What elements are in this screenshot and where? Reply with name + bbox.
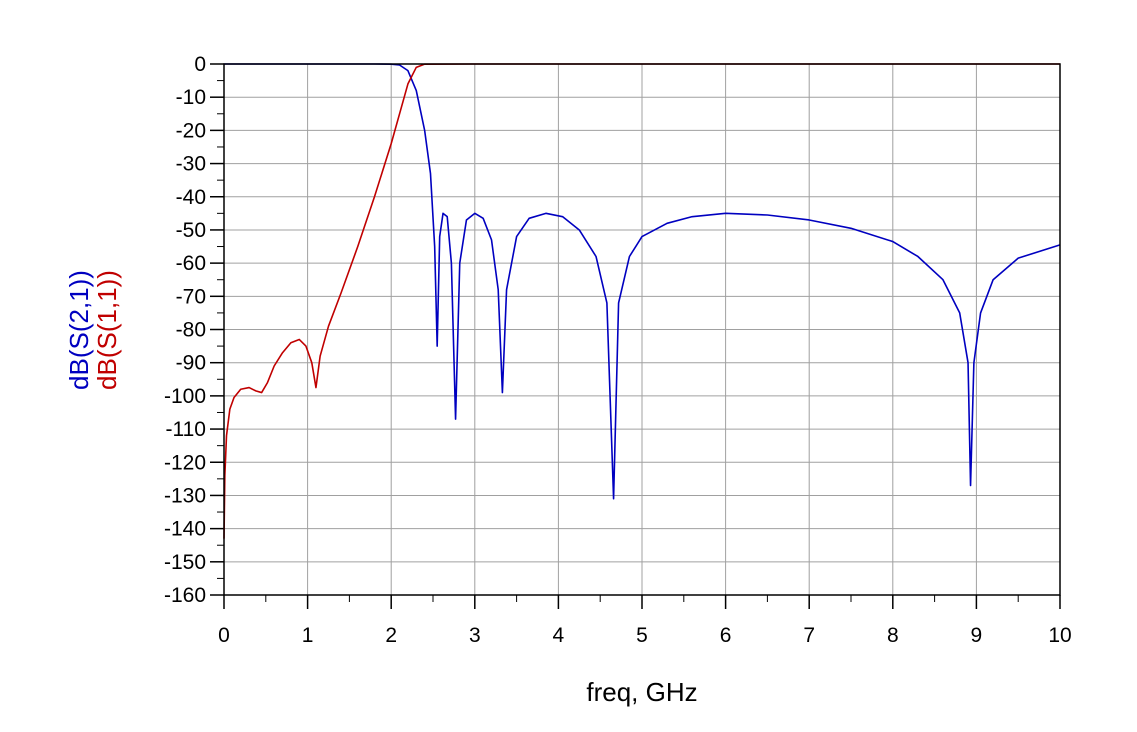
y-tick-label: -90 <box>176 352 206 375</box>
minor-tick-layer <box>210 63 1061 609</box>
series-layer <box>223 63 1061 539</box>
y-tick-label: -160 <box>164 584 206 607</box>
series-line-s11 <box>223 63 1060 539</box>
x-axis-label: freq, GHz <box>586 677 697 707</box>
y-tick-label: -100 <box>164 385 206 408</box>
y-tick-label: -110 <box>166 418 206 441</box>
plot-frame <box>223 63 1061 596</box>
y-tick-label: -130 <box>164 484 206 507</box>
x-tick-label: 10 <box>1048 624 1071 647</box>
x-tick-label: 6 <box>720 624 732 647</box>
x-tick-label: 7 <box>803 624 815 647</box>
y-tick-label: -70 <box>176 285 206 308</box>
x-tick-labels: 0 1 2 3 4 5 6 7 8 9 10 <box>218 624 1072 647</box>
y-tick-label: -50 <box>176 219 206 242</box>
y-tick-label: -40 <box>176 186 206 209</box>
y-tick-label: -10 <box>176 86 206 109</box>
y-tick-label: -80 <box>176 319 206 342</box>
y-tick-label: -30 <box>176 153 206 176</box>
x-tick-label: 1 <box>302 624 314 647</box>
y-tick-label: -150 <box>164 551 206 574</box>
x-tick-label: 5 <box>636 624 648 647</box>
x-tick-label: 3 <box>469 624 481 647</box>
y-tick-label: -20 <box>176 119 206 142</box>
x-tick-label: 2 <box>385 624 397 647</box>
y-axis-label-s21: dB(S(2,1)) <box>64 270 94 390</box>
x-tick-label: 4 <box>553 624 565 647</box>
x-tick-label: 0 <box>218 624 230 647</box>
y-axis-label-s11: dB(S(1,1)) <box>92 270 122 390</box>
y-tick-labels: 0 -10 -20 -30 -40 -50 -60 -70 -80 -90 -100 -110 -120… <box>164 53 206 607</box>
x-tick-label: 8 <box>887 624 899 647</box>
y-tick-label: -140 <box>164 518 206 541</box>
series-line-s21 <box>224 63 1061 500</box>
x-tick-label: 9 <box>971 624 983 647</box>
y-tick-label: -120 <box>164 451 206 474</box>
y-tick-label: -60 <box>176 252 206 275</box>
y-tick-label: 0 <box>194 53 206 76</box>
